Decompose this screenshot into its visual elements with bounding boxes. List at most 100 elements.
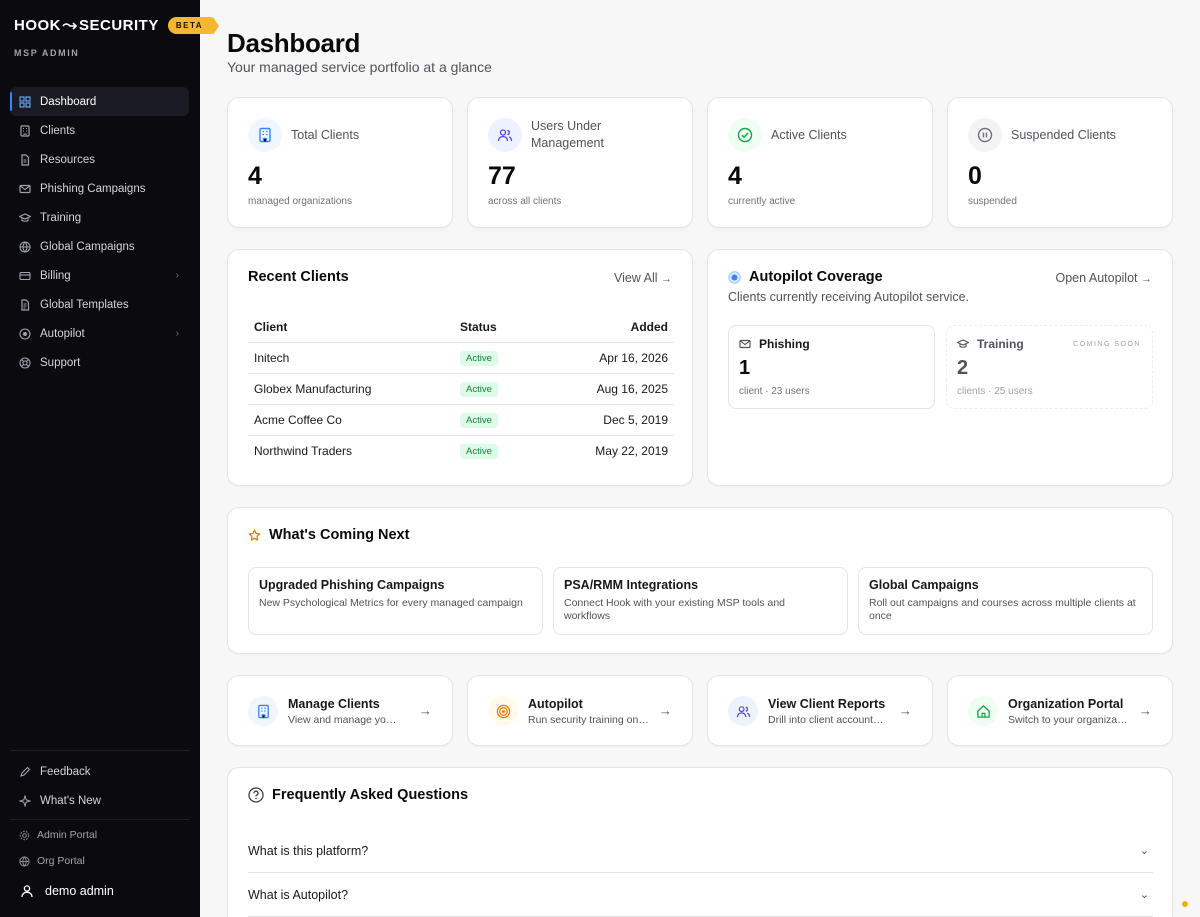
- sidebar-item-global-campaigns[interactable]: Global Campaigns: [10, 232, 189, 261]
- lifebuoy-icon: [19, 356, 31, 369]
- mail-icon: [739, 338, 751, 350]
- building-icon: [248, 696, 278, 726]
- sidebar-item-label: Feedback: [40, 765, 91, 778]
- sidebar-item-autopilot[interactable]: Autopilot ›: [10, 319, 189, 348]
- stat-card-total-clients: Total Clients 4 managed organizations: [227, 97, 453, 228]
- sidebar-item-label: Support: [40, 356, 81, 369]
- main-content: Dashboard Your managed service portfolio…: [200, 0, 1200, 917]
- quick-link-description: View and manage your clients: [288, 714, 398, 726]
- added-date: Apr 16, 2026: [564, 342, 674, 374]
- org-portal-link[interactable]: Org Portal: [10, 848, 189, 874]
- table-row[interactable]: Northwind Traders Active May 22, 2019: [248, 435, 674, 466]
- client-name[interactable]: Initech: [248, 342, 454, 374]
- stat-label: Suspended Clients: [1011, 128, 1116, 142]
- sidebar-item-training[interactable]: Training: [10, 203, 189, 232]
- view-all-link[interactable]: View All →: [614, 271, 672, 285]
- faq-question: What is Autopilot?: [248, 887, 349, 902]
- client-name[interactable]: Globex Manufacturing: [248, 373, 454, 405]
- phishing-description: client · 23 users: [739, 386, 810, 397]
- target-icon: [19, 327, 31, 340]
- sidebar-item-label: Billing: [40, 269, 71, 282]
- sidebar-item-whats-new[interactable]: What's New: [10, 786, 189, 815]
- sidebar-item-label: What's New: [40, 794, 101, 807]
- stat-card-suspended-clients: Suspended Clients 0 suspended: [947, 97, 1173, 228]
- status-badge: Active: [460, 412, 498, 428]
- feature-card: PSA/RMM Integrations Connect Hook with y…: [553, 567, 848, 635]
- table-header-row: Client Status Added: [248, 312, 674, 343]
- quick-link-title: Manage Clients: [288, 697, 380, 711]
- user-icon: [20, 884, 34, 898]
- autopilot-header: Autopilot Coverage: [728, 269, 883, 285]
- sidebar-item-billing[interactable]: Billing ›: [10, 261, 189, 290]
- brand-name-left: HOOK: [14, 17, 61, 34]
- check-circle-icon: [728, 118, 762, 152]
- brand-logo[interactable]: HOOK SECURITY BETA: [14, 17, 220, 35]
- table-row[interactable]: Acme Coffee Co Active Dec 5, 2019: [248, 404, 674, 436]
- chevron-down-icon: ⌄: [1139, 845, 1149, 857]
- feature-card: Global Campaigns Roll out campaigns and …: [858, 567, 1153, 635]
- quick-link-description: Switch to your organization portal: [1008, 714, 1128, 726]
- quick-link-organization-portal[interactable]: Organization Portal Switch to your organ…: [947, 675, 1173, 746]
- stat-description: managed organizations: [248, 196, 352, 207]
- status-badge: Active: [460, 443, 498, 459]
- faq-header: Frequently Asked Questions: [248, 787, 468, 803]
- home-icon: [968, 696, 998, 726]
- stat-label: Active Clients: [771, 128, 847, 142]
- quick-link-autopilot[interactable]: Autopilot Run security training on autop…: [467, 675, 693, 746]
- phishing-header: Phishing: [739, 337, 810, 351]
- coming-next-header: What's Coming Next: [248, 527, 409, 543]
- feature-title: PSA/RMM Integrations: [564, 578, 699, 592]
- sidebar-item-label: Global Templates: [40, 298, 129, 311]
- faq-item[interactable]: What is Autopilot? ⌄: [248, 873, 1153, 917]
- chevron-right-icon: ›: [175, 328, 179, 339]
- table-row[interactable]: Initech Active Apr 16, 2026: [248, 342, 674, 374]
- graduation-cap-icon: [19, 212, 31, 224]
- whats-coming-next-card: What's Coming Next Upgraded Phishing Cam…: [227, 507, 1173, 654]
- sidebar-item-dashboard[interactable]: Dashboard: [10, 87, 189, 116]
- sidebar-bottom-nav: Feedback What's New: [10, 757, 189, 815]
- sidebar-item-phishing-campaigns[interactable]: Phishing Campaigns: [10, 174, 189, 203]
- status-dot: [1182, 901, 1188, 907]
- sidebar-item-global-templates[interactable]: Global Templates: [10, 290, 189, 319]
- sidebar-item-feedback[interactable]: Feedback: [10, 757, 189, 786]
- autopilot-phishing-card[interactable]: Phishing 1 client · 23 users: [728, 325, 935, 409]
- faq-question: What is this platform?: [248, 843, 369, 858]
- stat-label: Total Clients: [291, 128, 360, 142]
- beta-badge: BETA: [167, 17, 220, 35]
- table-row[interactable]: Globex Manufacturing Active Aug 16, 2025: [248, 373, 674, 405]
- column-header-added: Added: [564, 312, 674, 343]
- stat-card-active-clients: Active Clients 4 currently active: [707, 97, 933, 228]
- added-date: Aug 16, 2025: [564, 373, 674, 405]
- sparkle-icon: [19, 794, 31, 807]
- added-date: Dec 5, 2019: [564, 404, 674, 436]
- target-icon: [728, 270, 741, 284]
- sidebar-item-support[interactable]: Support: [10, 348, 189, 377]
- sidebar-item-resources[interactable]: Resources: [10, 145, 189, 174]
- feature-title: Upgraded Phishing Campaigns: [259, 578, 445, 592]
- faq-item[interactable]: What is this platform? ⌄: [248, 829, 1153, 873]
- arrow-right-icon: →: [659, 703, 672, 718]
- faq-title: Frequently Asked Questions: [272, 787, 469, 803]
- feature-card: Upgraded Phishing Campaigns New Psycholo…: [248, 567, 543, 635]
- open-autopilot-link[interactable]: Open Autopilot →: [1056, 271, 1153, 285]
- client-name[interactable]: Northwind Traders: [254, 443, 353, 458]
- quick-link-description: Run security training on autopilot: [528, 714, 650, 726]
- admin-portal-link[interactable]: Admin Portal: [10, 822, 189, 848]
- added-date: May 22, 2019: [595, 443, 668, 458]
- faq-card: Frequently Asked Questions What is this …: [227, 767, 1173, 917]
- stat-card-users-under-management: Users Under Management 77 across all cli…: [467, 97, 693, 228]
- client-name[interactable]: Acme Coffee Co: [248, 404, 454, 436]
- column-header-client: Client: [248, 312, 454, 343]
- sidebar-item-clients[interactable]: Clients: [10, 116, 189, 145]
- stat-description: currently active: [728, 196, 796, 207]
- quick-link-title: Organization Portal: [1008, 697, 1124, 711]
- feature-description: Roll out campaigns and courses across mu…: [869, 597, 1136, 622]
- user-menu[interactable]: demo admin: [20, 884, 114, 898]
- quick-link-view-client-reports[interactable]: View Client Reports Drill into client ac…: [707, 675, 933, 746]
- training-description: clients · 25 users: [957, 386, 1033, 397]
- msp-admin-label: MSP ADMIN: [14, 48, 80, 58]
- sidebar-item-label: Training: [40, 211, 82, 224]
- credit-card-icon: [19, 270, 31, 282]
- org-portal-label: Org Portal: [37, 855, 85, 867]
- quick-link-manage-clients[interactable]: Manage Clients View and manage your clie…: [227, 675, 453, 746]
